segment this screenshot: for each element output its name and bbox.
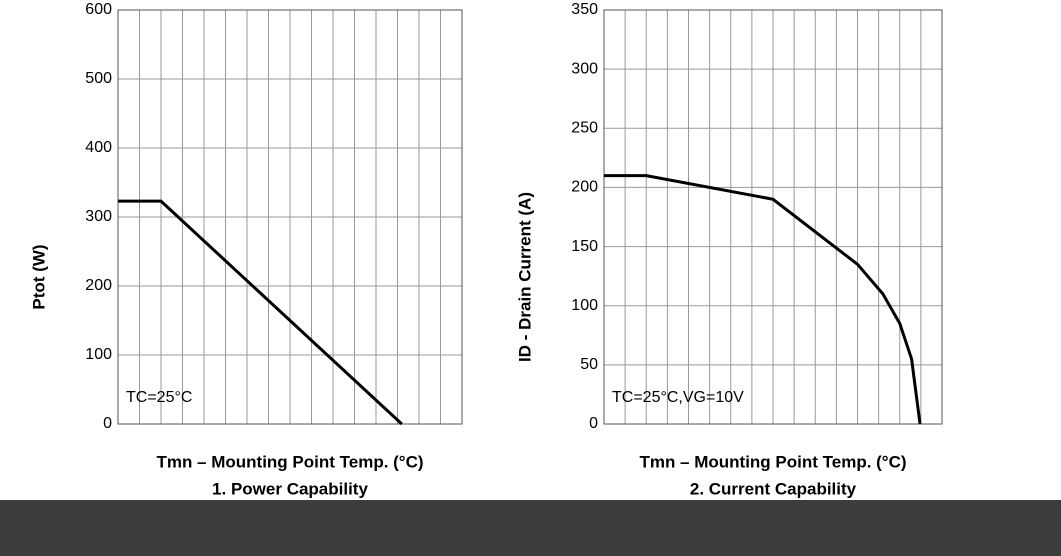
x-axis-label: Tmn – Mounting Point Temp. (°C) [639,452,906,471]
y-tick-label: 0 [103,415,112,432]
y-tick-label: 100 [85,346,112,363]
y-axis-label: ID - Drain Current (A) [515,192,534,362]
y-tick-label: 200 [85,277,112,294]
y-tick-label: 300 [85,208,112,225]
y-tick-label: 200 [571,179,598,196]
y-tick-label: 500 [85,70,112,87]
chart-title: 2. Current Capability [690,479,857,498]
y-tick-label: 100 [571,297,598,314]
annotation: TC=25°C,VG=10V [612,389,744,406]
annotation: TC=25°C [126,389,192,406]
y-tick-label: 250 [571,120,598,137]
y-tick-label: 300 [571,60,598,77]
chart-title: 1. Power Capability [212,479,368,498]
chart-page: 0100200300400500600TC=25°CPtot (W)Tmn – … [0,0,1061,556]
data-line [604,176,920,424]
y-tick-label: 400 [85,139,112,156]
y-tick-label: 600 [85,1,112,18]
y-tick-label: 350 [571,1,598,18]
y-tick-label: 0 [589,415,598,432]
page: 0100200300400500600TC=25°CPtot (W)Tmn – … [0,0,1061,556]
y-tick-label: 150 [571,238,598,255]
x-axis-label: Tmn – Mounting Point Temp. (°C) [156,452,423,471]
y-axis-label: Ptot (W) [29,244,48,309]
y-tick-label: 50 [580,356,598,373]
footer-band [0,500,1061,556]
